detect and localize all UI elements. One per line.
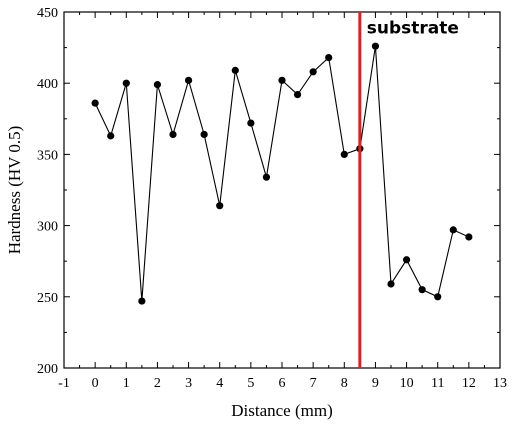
data-series [94, 46, 470, 302]
data-point [309, 68, 317, 76]
data-point [107, 132, 115, 140]
x-tick-label: 12 [462, 376, 476, 391]
data-point [247, 119, 255, 127]
data-markers [91, 42, 473, 305]
data-point [325, 53, 333, 62]
data-point [153, 81, 162, 89]
y-tick-labels: 200 250 300 350 400 450 [37, 6, 58, 377]
data-point [262, 173, 271, 181]
x-tick-label: 11 [431, 376, 444, 391]
y-tick-label: 250 [37, 291, 58, 306]
data-point [231, 66, 239, 74]
x-tick-label: 2 [154, 376, 161, 391]
data-point [434, 293, 442, 301]
data-point [418, 286, 426, 294]
data-point [91, 99, 99, 107]
x-tick-label: 10 [400, 376, 414, 391]
x-tick-label: 0 [92, 376, 99, 391]
y-tick-label: 400 [37, 77, 58, 92]
substrate-label: substrate [367, 18, 459, 38]
data-point [184, 76, 193, 84]
data-point [138, 297, 146, 305]
y-tick-label: 300 [37, 220, 58, 235]
x-tick-label: -1 [58, 376, 70, 391]
data-point [387, 280, 395, 288]
y-axis-title: Hardness (HV 0.5) [5, 126, 24, 255]
data-point [449, 226, 457, 234]
x-tick-label: 6 [279, 376, 286, 391]
data-point [402, 256, 411, 264]
plot-frame [63, 11, 501, 369]
x-tick-label: 9 [372, 376, 379, 391]
x-tick-label: 1 [123, 376, 130, 391]
data-point [371, 42, 380, 50]
y-tick-label: 350 [37, 148, 58, 163]
y-tick-label: 450 [37, 6, 58, 21]
data-point [122, 79, 130, 87]
data-point [200, 130, 208, 139]
x-axis-title: Distance (mm) [231, 401, 333, 420]
x-tick-label: 5 [247, 376, 254, 391]
x-tick-label: 8 [341, 376, 348, 391]
data-point [216, 202, 224, 210]
axis-ticks [63, 11, 501, 369]
data-point [340, 150, 348, 158]
data-point [278, 76, 286, 84]
x-tick-label: 3 [185, 376, 192, 391]
series-line [94, 46, 470, 302]
x-tick-label: 13 [493, 376, 507, 391]
x-tick-label: 7 [310, 376, 317, 391]
x-tick-labels: -1 0 1 2 3 4 5 6 7 8 9 10 11 12 13 [58, 376, 507, 391]
data-point [293, 90, 302, 99]
data-point [169, 130, 177, 139]
y-tick-label: 200 [37, 362, 58, 377]
x-tick-label: 4 [216, 376, 223, 391]
data-point [465, 233, 473, 241]
